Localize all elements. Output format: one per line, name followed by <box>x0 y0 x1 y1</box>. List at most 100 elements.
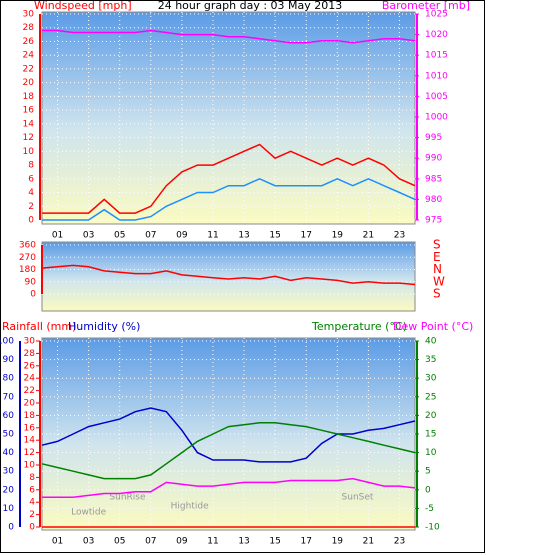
y3-tick-label: 26 <box>24 361 36 371</box>
y-tick-label: 180 <box>19 265 36 275</box>
annotation: SunRise <box>109 493 146 503</box>
y-tick-label: 16 <box>23 106 35 116</box>
y3-tick-label: 6 <box>29 485 35 495</box>
y2-label: Temperature (°C) <box>311 320 407 333</box>
y2-tick-label: -5 <box>425 504 434 514</box>
y2-tick-label: 10 <box>425 448 437 458</box>
y-tick-label: 18 <box>23 92 35 102</box>
x-tick-label: 09 <box>176 537 188 547</box>
x-tick-label: 03 <box>83 537 94 547</box>
x-tick-label: 19 <box>332 231 344 241</box>
y-tick-label: 10 <box>3 504 15 514</box>
y2-tick-label: 975 <box>425 216 442 226</box>
y-tick-label: 14 <box>23 119 35 129</box>
y2-label: Barometer [mb] <box>382 0 470 12</box>
y3-tick-label: 30 <box>24 337 36 347</box>
y2-tick-label: 15 <box>425 430 436 440</box>
y2-tick-label: 25 <box>425 392 436 402</box>
x-tick-label: 19 <box>332 537 344 547</box>
x-tick-label: 15 <box>269 537 280 547</box>
series-line <box>42 143 416 214</box>
x-tick-label: 01 <box>52 231 63 241</box>
y-tick-label: 0 <box>28 216 34 226</box>
frame <box>0 0 485 553</box>
y-tick-label: 70 <box>3 392 15 402</box>
y2-tick-label: 985 <box>425 174 442 184</box>
y-tick-label: 90 <box>25 277 37 287</box>
y-tick-label: 270 <box>19 253 36 263</box>
x-tick-label: 11 <box>207 537 218 547</box>
y3-tick-label: 14 <box>24 436 36 446</box>
y-tick-label: 20 <box>23 78 35 88</box>
y-tick-label: 60 <box>3 411 15 421</box>
y-tick-label: 30 <box>23 10 35 20</box>
x-tick-label: 07 <box>145 231 156 241</box>
y-tick-label: 12 <box>23 133 34 143</box>
y3-tick-label: 20 <box>24 399 36 409</box>
y-tick-label: 2 <box>28 202 34 212</box>
y-tick-label: 26 <box>23 37 35 47</box>
series-line <box>41 407 416 463</box>
series-line <box>41 264 416 286</box>
y-tick-label: 0 <box>30 290 36 300</box>
direction-label: W <box>433 274 445 288</box>
y-tick-label: 22 <box>23 64 34 74</box>
y2-tick-label: 20 <box>425 411 437 421</box>
y3-tick-label: 18 <box>24 411 36 421</box>
y-tick-label: 0 <box>8 523 14 533</box>
y2-tick-label: 1005 <box>425 92 448 102</box>
direction-label: S <box>433 287 441 301</box>
direction-label: E <box>433 250 441 264</box>
y2-tick-label: 1015 <box>425 51 448 61</box>
y2-tick-label: 980 <box>425 195 442 205</box>
plot-area <box>41 241 416 312</box>
x-tick-label: 21 <box>363 537 374 547</box>
x-tick-label: 21 <box>363 231 374 241</box>
chart-title: 24 hour graph day : 03 May 2013 <box>158 0 343 12</box>
x-tick-label: 11 <box>207 231 218 241</box>
y-tick-label: 30 <box>3 467 15 477</box>
legend-label: Dew Point (°C) <box>393 320 473 333</box>
y3-tick-label: 12 <box>24 448 35 458</box>
y2-tick-label: 1000 <box>425 113 448 123</box>
x-tick-label: 13 <box>238 231 249 241</box>
y-label: Humidity (%) <box>68 320 140 333</box>
y-tick-label: 28 <box>23 23 35 33</box>
x-tick-label: 09 <box>176 231 188 241</box>
y2-tick-label: -10 <box>425 523 440 533</box>
y2-tick-label: 1020 <box>425 30 448 40</box>
y-tick-label: 20 <box>3 485 15 495</box>
y-label: Windspeed [mph] <box>34 0 132 12</box>
x-tick-label: 07 <box>145 537 156 547</box>
y3-tick-label: 4 <box>29 498 35 508</box>
y3-label: Rainfall (mm) <box>2 320 76 333</box>
x-tick-label: 13 <box>238 537 249 547</box>
y-tick-label: 50 <box>3 430 15 440</box>
x-tick-label: 17 <box>300 537 311 547</box>
y2-tick-label: 1025 <box>425 10 448 20</box>
y3-tick-label: 0 <box>29 523 35 533</box>
direction-label: S <box>433 238 441 252</box>
y2-tick-label: 5 <box>425 467 431 477</box>
x-tick-label: 03 <box>83 231 94 241</box>
x-tick-label: 23 <box>394 231 405 241</box>
x-tick-label: 23 <box>394 537 405 547</box>
annotation: Lowtide <box>71 508 106 518</box>
y-tick-label: 6 <box>28 174 34 184</box>
y-tick-label: 100 <box>0 337 14 347</box>
series-line <box>42 29 416 44</box>
y-tick-label: 8 <box>28 161 34 171</box>
annotation: Hightide <box>171 502 209 512</box>
y2-tick-label: 40 <box>425 337 437 347</box>
y3-tick-label: 2 <box>29 510 35 520</box>
y3-tick-label: 10 <box>24 461 36 471</box>
y-tick-label: 90 <box>3 355 15 365</box>
series-line <box>41 422 416 480</box>
x-tick-label: 17 <box>300 231 311 241</box>
y-tick-label: 10 <box>23 147 35 157</box>
series-line <box>42 477 416 498</box>
y-tick-label: 360 <box>19 241 36 251</box>
y3-tick-label: 8 <box>29 473 35 483</box>
y2-tick-label: 30 <box>425 374 437 384</box>
y2-tick-label: 35 <box>425 355 436 365</box>
